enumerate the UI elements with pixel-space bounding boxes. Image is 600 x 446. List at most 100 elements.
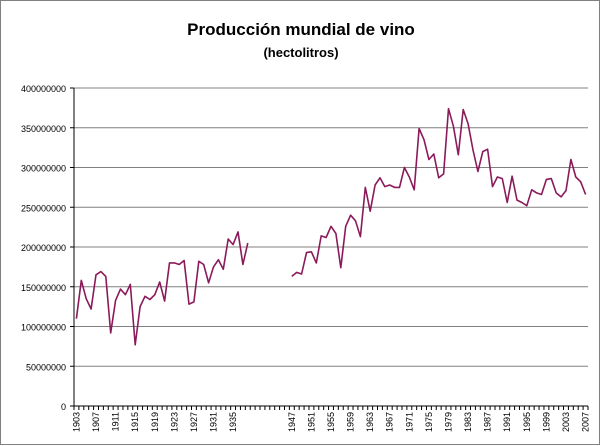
series-line-segment (75, 231, 249, 346)
y-tick-label: 150000000 (21, 283, 66, 293)
series-layer (75, 107, 587, 346)
data-point (237, 231, 239, 233)
x-tick-label: 1959 (346, 412, 356, 432)
data-point (125, 294, 127, 296)
y-tick-label: 300000000 (21, 164, 66, 174)
data-point (129, 284, 131, 286)
data-point (497, 176, 499, 178)
data-point (218, 259, 220, 261)
x-tick-label: 1991 (502, 412, 512, 432)
data-point (134, 344, 136, 346)
data-point (316, 262, 318, 264)
data-point (120, 288, 122, 290)
data-point (477, 171, 479, 173)
data-point (409, 176, 411, 178)
data-point (555, 192, 557, 194)
data-point (428, 159, 430, 161)
data-point (502, 178, 504, 180)
data-point (174, 262, 176, 264)
data-point (188, 303, 190, 305)
x-tick-label: 1967 (385, 412, 395, 432)
x-tick-label: 1983 (463, 412, 473, 432)
x-tick-label: 1903 (71, 412, 81, 432)
x-tick-label: 1935 (228, 412, 238, 432)
data-point (144, 295, 146, 297)
data-point (115, 299, 117, 301)
data-point (516, 199, 518, 201)
data-point (203, 264, 205, 266)
data-point (178, 264, 180, 266)
data-point (159, 281, 161, 283)
data-point (492, 186, 494, 188)
data-point (247, 242, 249, 244)
y-tick-label: 250000000 (21, 203, 66, 213)
data-point (531, 189, 533, 191)
data-point (242, 264, 244, 266)
data-point (198, 261, 200, 263)
data-point (85, 298, 87, 300)
data-point (526, 205, 528, 207)
data-point (105, 276, 107, 278)
data-point (467, 123, 469, 125)
data-point (389, 184, 391, 186)
data-point (550, 178, 552, 180)
x-tick-label: 1971 (404, 412, 414, 432)
y-tick-label: 50000000 (26, 362, 66, 372)
data-point (183, 260, 185, 262)
axis-layer (70, 87, 589, 410)
data-point (364, 187, 366, 189)
data-point (443, 173, 445, 175)
data-point (76, 318, 78, 320)
y-tick-label: 350000000 (21, 124, 66, 134)
data-point (149, 299, 151, 301)
x-tick-label: 1915 (130, 412, 140, 432)
data-point (418, 128, 420, 130)
data-point (350, 214, 352, 216)
x-tick-label: 1951 (306, 412, 316, 432)
data-point (100, 271, 102, 273)
data-point (570, 159, 572, 161)
y-tick-label: 200000000 (21, 243, 66, 253)
data-point (154, 294, 156, 296)
data-point (521, 202, 523, 204)
x-tick-label: 1979 (443, 412, 453, 432)
x-tick-label: 1975 (424, 412, 434, 432)
data-point (90, 308, 92, 310)
data-point (330, 226, 332, 228)
data-point (379, 177, 381, 179)
data-point (374, 184, 376, 186)
data-point (546, 179, 548, 181)
data-point (487, 148, 489, 150)
data-point (448, 108, 450, 110)
x-tick-label: 1931 (209, 412, 219, 432)
y-tick-label: 400000000 (21, 84, 66, 94)
data-point (482, 151, 484, 153)
data-point (399, 187, 401, 189)
data-point (169, 262, 171, 264)
x-tick-label: 1963 (365, 412, 375, 432)
data-point (506, 202, 508, 204)
data-point (311, 251, 313, 253)
data-point (472, 149, 474, 151)
data-point (453, 125, 455, 127)
x-tick-label: 1995 (522, 412, 532, 432)
data-point (360, 236, 362, 238)
data-point (139, 306, 141, 308)
data-point (320, 235, 322, 237)
data-point (413, 189, 415, 191)
data-point (223, 268, 225, 270)
data-point (384, 186, 386, 188)
data-point (585, 194, 587, 196)
data-point (457, 154, 459, 156)
data-point (296, 272, 298, 274)
data-point (560, 196, 562, 198)
chart-subtitle: (hectolitros) (263, 45, 338, 60)
chart-title: Producción mundial de vino (187, 20, 415, 39)
data-point (541, 194, 543, 196)
x-tick-label: 1955 (326, 412, 336, 432)
data-point (110, 332, 112, 334)
data-point (394, 187, 396, 189)
data-point (433, 153, 435, 155)
data-point (208, 282, 210, 284)
